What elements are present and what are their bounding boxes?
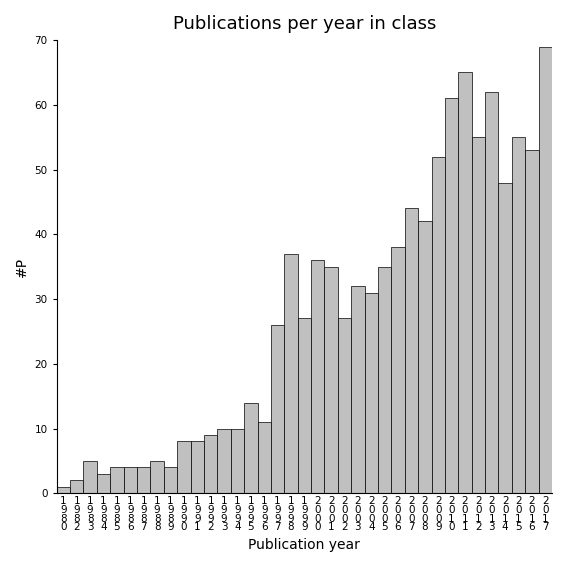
Bar xyxy=(204,435,217,493)
Bar xyxy=(485,92,498,493)
Bar xyxy=(57,487,70,493)
Bar xyxy=(284,254,298,493)
Bar xyxy=(472,137,485,493)
Bar xyxy=(378,266,391,493)
Bar xyxy=(311,260,324,493)
Bar xyxy=(177,442,191,493)
Bar xyxy=(244,403,257,493)
Bar xyxy=(70,480,83,493)
Bar xyxy=(351,286,365,493)
Bar xyxy=(191,442,204,493)
Bar xyxy=(110,467,124,493)
X-axis label: Publication year: Publication year xyxy=(248,538,360,552)
Bar xyxy=(405,209,418,493)
Bar xyxy=(271,325,284,493)
Bar xyxy=(150,461,164,493)
Bar xyxy=(525,150,539,493)
Bar xyxy=(231,429,244,493)
Bar xyxy=(458,73,472,493)
Bar xyxy=(137,467,150,493)
Bar xyxy=(512,137,525,493)
Bar xyxy=(217,429,231,493)
Bar xyxy=(164,467,177,493)
Bar xyxy=(539,46,552,493)
Bar xyxy=(124,467,137,493)
Bar xyxy=(83,461,97,493)
Bar xyxy=(97,474,110,493)
Bar xyxy=(298,319,311,493)
Bar xyxy=(391,247,405,493)
Bar xyxy=(431,156,445,493)
Title: Publications per year in class: Publications per year in class xyxy=(173,15,436,33)
Bar xyxy=(498,183,512,493)
Bar xyxy=(257,422,271,493)
Bar xyxy=(338,319,351,493)
Bar xyxy=(324,266,338,493)
Bar xyxy=(418,221,431,493)
Bar xyxy=(365,293,378,493)
Y-axis label: #P: #P xyxy=(15,257,29,277)
Bar xyxy=(445,98,458,493)
